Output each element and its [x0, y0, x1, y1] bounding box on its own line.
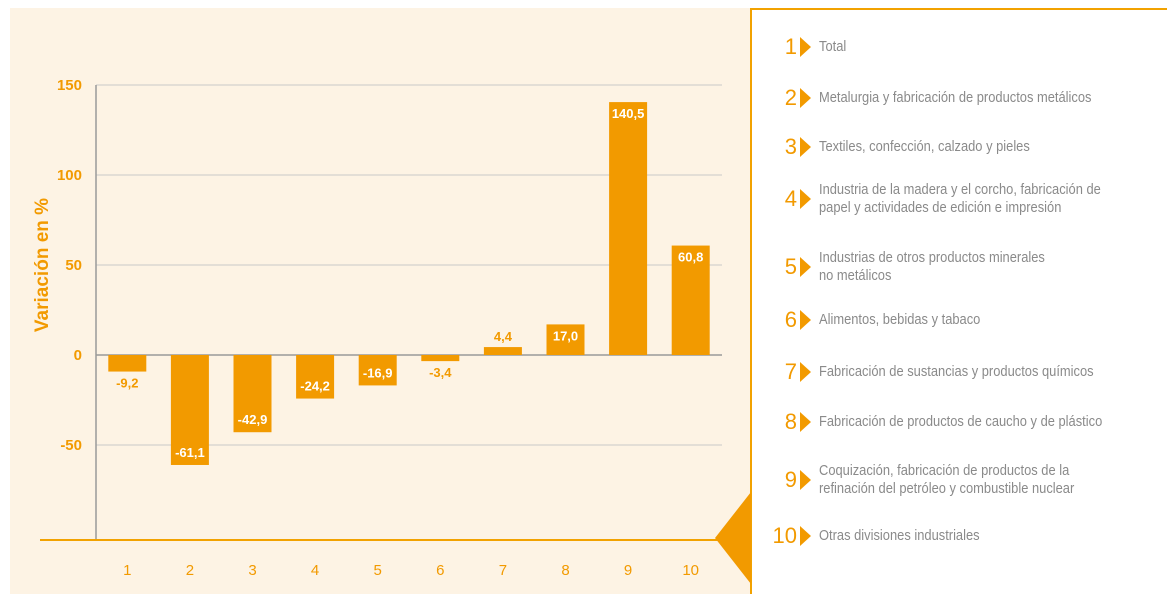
- triangle-marker-icon: [800, 257, 811, 277]
- legend-number: 2: [784, 85, 797, 110]
- x-tick-label: 9: [624, 562, 632, 579]
- legend-number: 5: [784, 254, 797, 279]
- triangle-marker-icon: [800, 189, 811, 209]
- y-axis-label: Variación en %: [32, 198, 53, 332]
- x-tick-label: 3: [248, 562, 256, 579]
- bar: [671, 245, 710, 355]
- x-tick-label: 10: [682, 562, 699, 579]
- legend-number: 4: [784, 186, 797, 211]
- legend-item: 9 Coquización, fabricación de productos d…: [752, 462, 1167, 498]
- legend-item: 4 Industria de la madera y el corcho, fab…: [752, 181, 1167, 217]
- legend-number: 1: [784, 34, 797, 59]
- x-tick-label: 4: [311, 562, 319, 579]
- y-tick-label: 50: [65, 257, 82, 274]
- bar: [233, 355, 272, 433]
- data-label: -16,9: [363, 365, 393, 380]
- triangle-marker-icon: [800, 362, 811, 382]
- legend-panel: 1 Total 2 Metalurgia y fabricación de produ…: [750, 8, 1167, 594]
- legend-label: Fabricación de sustancias y productos qu…: [819, 363, 1094, 380]
- legend-item: 2 Metalurgia y fabricación de productos m…: [752, 85, 1167, 110]
- legend-pointer-arrow: [715, 492, 751, 584]
- data-label: -42,9: [238, 412, 268, 427]
- legend-label: Coquización, fabricación de productos de…: [819, 462, 1075, 497]
- legend-item: 5 Industrias de otros productos minerales…: [752, 249, 1167, 285]
- data-label: -3,4: [429, 365, 452, 380]
- triangle-marker-icon: [800, 470, 811, 490]
- bar: [358, 355, 397, 386]
- data-label: 60,8: [678, 250, 703, 265]
- triangle-marker-icon: [800, 37, 811, 57]
- bar: [296, 355, 335, 399]
- y-tick-label: 150: [57, 77, 82, 94]
- triangle-marker-icon: [800, 137, 811, 157]
- legend-item: 8 Fabricación de productos de caucho y de…: [752, 409, 1167, 434]
- legend-number: 6: [784, 307, 797, 332]
- legend-label: Industrias de otros productos minerales n…: [819, 249, 1045, 284]
- x-tick-label: 1: [123, 562, 131, 579]
- legend-item: 7 Fabricación de sustancias y productos q…: [752, 359, 1167, 384]
- legend-number: 3: [784, 134, 797, 159]
- triangle-marker-icon: [800, 526, 811, 546]
- x-tick-label: 2: [186, 562, 194, 579]
- data-label: 140,5: [612, 106, 645, 121]
- legend-label: Alimentos, bebidas y tabaco: [819, 311, 981, 328]
- data-label: -61,1: [175, 445, 205, 460]
- bar: [170, 355, 209, 465]
- x-tick-label: 7: [499, 562, 507, 579]
- triangle-marker-icon: [800, 412, 811, 432]
- legend-item: 6 Alimentos, bebidas y tabaco: [752, 307, 1167, 332]
- data-label: -24,2: [300, 379, 330, 394]
- legend-number: 9: [784, 467, 797, 492]
- legend-number: 8: [784, 409, 797, 434]
- bar: [546, 324, 585, 355]
- bar: [609, 102, 648, 355]
- legend-label: Industria de la madera y el corcho, fabr…: [819, 181, 1101, 216]
- legend-label: Fabricación de productos de caucho y de …: [819, 413, 1103, 430]
- x-tick-label: 8: [561, 562, 569, 579]
- legend-item: 3 Textiles, confección, calzado y pieles: [752, 134, 1167, 159]
- y-tick-label: 100: [57, 167, 82, 184]
- triangle-marker-icon: [800, 88, 811, 108]
- bar: [421, 355, 460, 362]
- legend-label: Textiles, confección, calzado y pieles: [819, 138, 1030, 155]
- legend-label: Otras divisiones industriales: [819, 527, 980, 544]
- data-label: 4,4: [494, 329, 513, 344]
- legend-label: Total: [819, 38, 847, 55]
- legend-number: 7: [784, 359, 797, 384]
- y-tick-label: -50: [60, 437, 82, 454]
- legend-label: Metalurgia y fabricación de productos me…: [819, 89, 1092, 106]
- legend-number: 10: [772, 523, 797, 548]
- triangle-marker-icon: [800, 310, 811, 330]
- legend-item: 1 Total: [752, 34, 1167, 59]
- bar: [483, 347, 522, 355]
- x-tick-label: 5: [374, 562, 382, 579]
- bar-chart: 150 100 50 0 -50 Variación en % -9,2 1 -61,1 2 -42…: [32, 77, 752, 579]
- x-tick-label: 6: [436, 562, 444, 579]
- data-label: -9,2: [116, 376, 138, 391]
- y-tick-label: 0: [74, 347, 82, 364]
- data-label: 17,0: [553, 328, 578, 343]
- legend-item: 10 Otras divisiones industriales: [752, 523, 1167, 548]
- bar: [108, 355, 147, 372]
- chart-panel: 150 100 50 0 -50 Variación en % -9,2 1 -61,1 2 -42…: [10, 8, 752, 594]
